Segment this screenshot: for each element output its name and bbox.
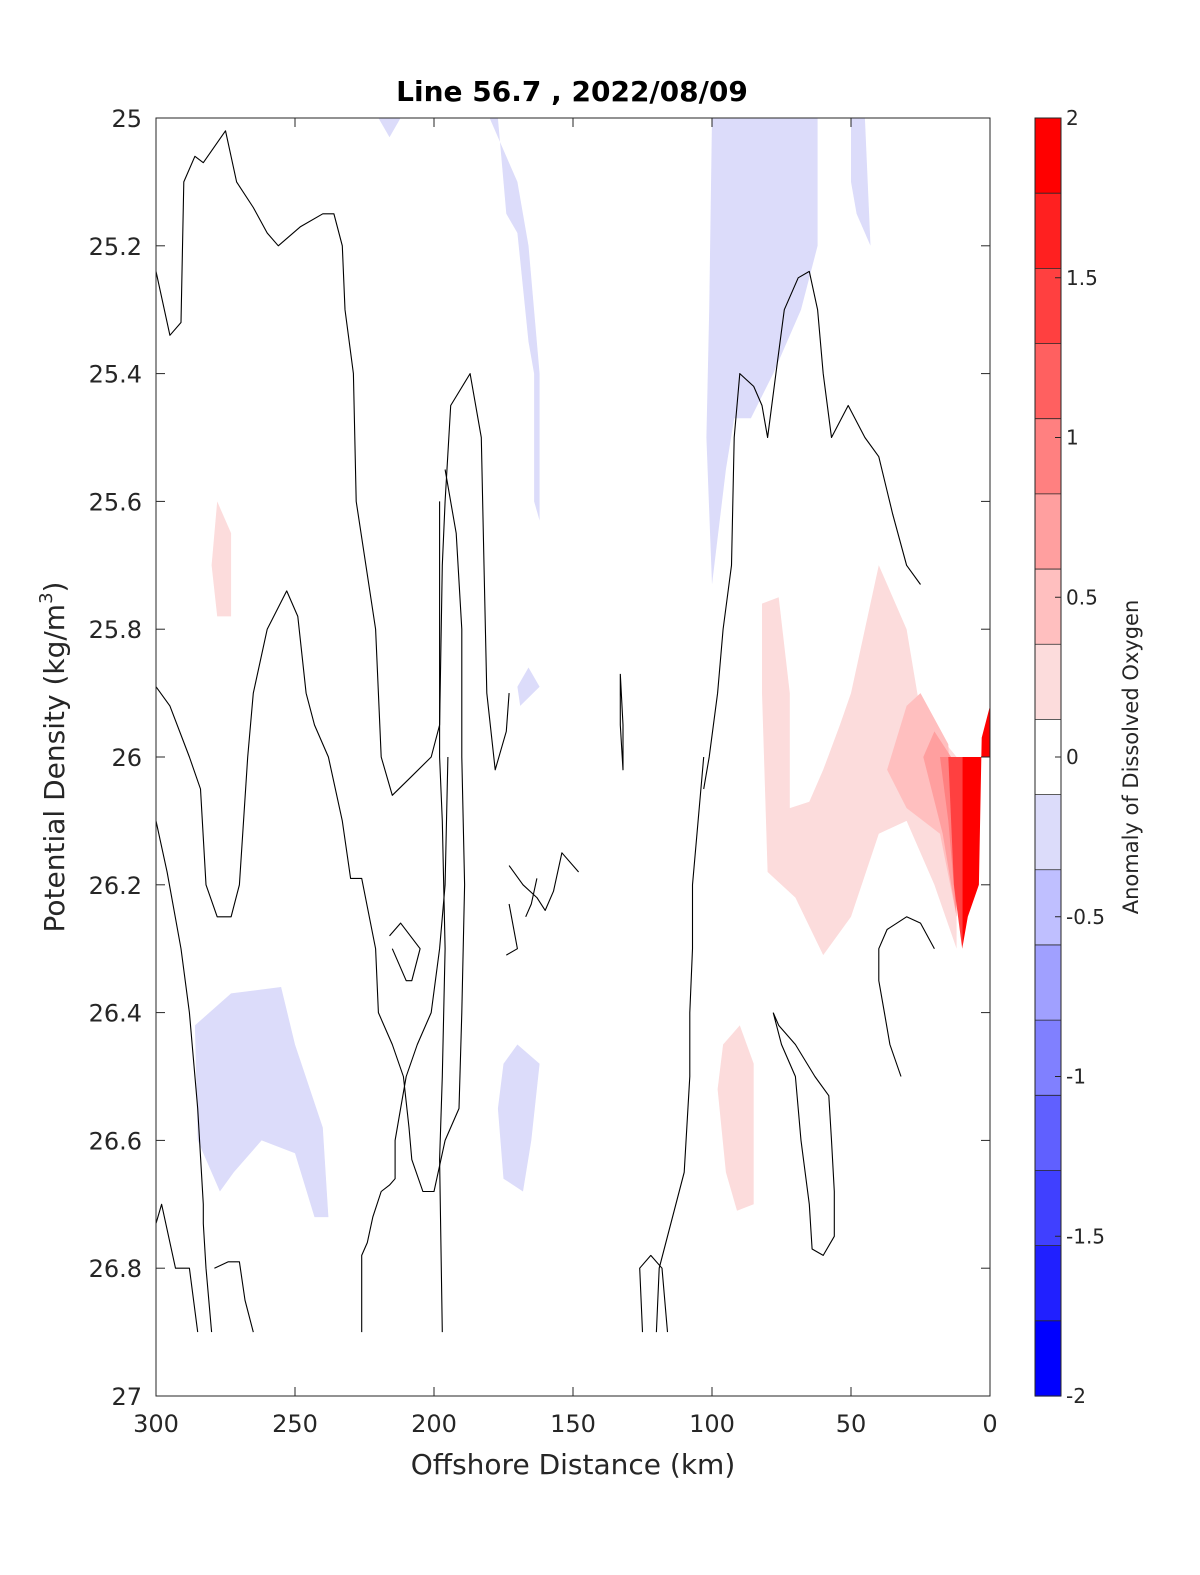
contour-line-9	[525, 878, 538, 918]
contour-line-1	[155, 469, 466, 1193]
chart-title: Line 56.7 , 2022/08/09	[396, 75, 748, 108]
y-tick-label: 25.8	[89, 616, 142, 644]
colorbar-segment	[1035, 193, 1061, 269]
contour-line-5	[439, 501, 446, 1333]
contour-line-3	[155, 1203, 199, 1333]
colorbar-title: Anomaly of Dissolved Oxygen	[1119, 600, 1143, 915]
y-tick-label: 27	[111, 1383, 142, 1411]
filled-region-7	[211, 501, 232, 617]
colorbar-segment	[1035, 569, 1061, 645]
contour-line-13	[639, 1254, 669, 1333]
x-tick-label: 300	[133, 1410, 179, 1438]
colorbar-segment	[1035, 118, 1061, 194]
filled-region-3	[378, 118, 401, 138]
contour-lines	[155, 130, 935, 1333]
filled-region-2	[851, 118, 871, 246]
colorbar-tick-label: 1.5	[1066, 266, 1098, 290]
colorbar-segment	[1035, 418, 1061, 495]
y-tick-label: 26.2	[89, 872, 142, 900]
contour-line-10	[506, 903, 518, 956]
y-tick-label: 26.4	[89, 1000, 142, 1028]
colorbar-segment	[1035, 794, 1061, 871]
colorbar-segment	[1035, 1170, 1061, 1247]
contour-line-4	[214, 1261, 254, 1333]
x-tick-label: 100	[689, 1410, 735, 1438]
y-tick-label: 25	[111, 105, 142, 133]
colorbar-segment	[1035, 1020, 1061, 1096]
colorbar-segment	[1035, 1320, 1061, 1397]
colorbar-segment	[1035, 869, 1061, 946]
x-tick-label: 150	[550, 1410, 596, 1438]
colorbar-segment	[1035, 1245, 1061, 1322]
y-axis: 25 25.2 25.4 25.6 25.8 26 26.2 26.4 26.6 26.8 27	[89, 105, 990, 1411]
contour-line-2	[155, 820, 213, 1333]
filled-region-0	[461, 118, 540, 521]
x-tick-label: 50	[836, 1410, 867, 1438]
x-tick-label: 250	[272, 1410, 318, 1438]
y-tick-label: 26	[111, 744, 142, 772]
filled-region-1	[584, 118, 818, 585]
filled-contours	[194, 118, 990, 1218]
x-tick-label: 0	[982, 1410, 997, 1438]
filled-region-4	[517, 667, 540, 706]
colorbar-tick-label: -2	[1066, 1384, 1086, 1408]
x-axis: 300 250 200 150 100 50 0	[133, 118, 998, 1438]
y-tick-label: 25.4	[89, 361, 142, 389]
filled-region-13	[948, 757, 963, 949]
filled-region-8	[762, 565, 957, 956]
x-tick-label: 200	[411, 1410, 457, 1438]
contour-line-16	[878, 916, 935, 1077]
colorbar-tick-label: -0.5	[1066, 905, 1105, 929]
contour-line-0	[155, 130, 510, 796]
colorbar-tick-label: -1	[1066, 1065, 1086, 1089]
y-axis-title-main: Potential Density (kg/m	[38, 604, 71, 933]
y-tick-label: 26.6	[89, 1127, 142, 1155]
plot-area	[155, 117, 991, 1397]
colorbar-tick-label: 2	[1066, 106, 1079, 130]
contour-line-12	[703, 270, 921, 790]
colorbar-segment	[1035, 268, 1061, 345]
y-axis-title-sup: 3	[36, 592, 57, 603]
filled-region-14	[962, 705, 990, 949]
colorbar-segment	[1035, 1095, 1061, 1172]
y-tick-label: 25.2	[89, 233, 142, 261]
contour-line-7	[619, 673, 624, 771]
contour-line-15	[772, 1012, 835, 1256]
colorbar-tick-label: 0	[1066, 745, 1079, 769]
y-axis-title: Potential Density (kg/m3)	[36, 582, 71, 933]
colorbar-segment	[1035, 644, 1061, 721]
contour-line-14	[655, 756, 705, 1333]
y-tick-label: 25.6	[89, 488, 142, 516]
filled-region-5	[194, 987, 329, 1218]
colorbar-tick-label: 0.5	[1066, 585, 1098, 609]
colorbar-tick-label: 1	[1066, 426, 1079, 450]
filled-region-6	[497, 1044, 540, 1192]
filled-region-9	[717, 1025, 754, 1211]
x-axis-title: Offshore Distance (km)	[411, 1448, 736, 1481]
colorbar-tick-label: -1.5	[1066, 1224, 1105, 1248]
colorbar-segment	[1035, 493, 1061, 570]
contour-line-11	[389, 922, 421, 982]
contour-line-6	[361, 756, 449, 1333]
y-axis-title-close: )	[38, 582, 71, 593]
contour-line-8	[508, 852, 580, 911]
y-tick-label: 26.8	[89, 1255, 142, 1283]
colorbar-segment	[1035, 944, 1061, 1021]
colorbar: 2 1.5 1 0.5 0 -0.5 -1 -1.5 -2	[1034, 106, 1105, 1408]
colorbar-segment	[1035, 343, 1061, 420]
